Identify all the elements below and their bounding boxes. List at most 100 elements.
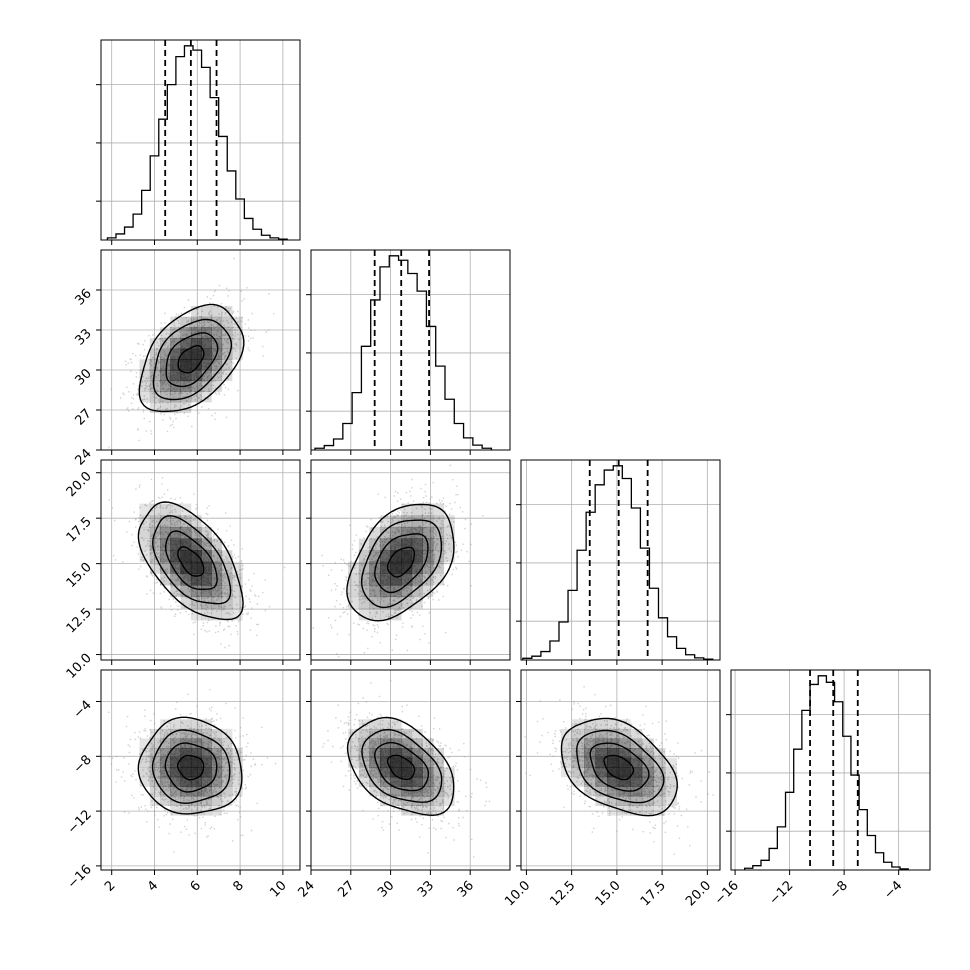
density-cell [201,359,212,371]
panel-frame [100,459,301,661]
density-cell [139,526,151,539]
density-cell [390,538,402,551]
density-cell [201,728,212,739]
density-cell [149,348,161,360]
density-cell [190,728,202,739]
y-tick-label: 27 [73,406,95,428]
density-cell [641,738,654,749]
density-cell [201,796,212,806]
density-cell [190,327,202,339]
density-cell [221,608,233,621]
density-cell [618,719,631,730]
density-cell [584,719,596,730]
y-tick-label: 20.0 [64,469,95,500]
density-cell [358,767,370,778]
density-cell [190,561,202,574]
contour-line [151,729,231,804]
density-cell [584,738,596,749]
density-cell [190,719,202,730]
density-cell [221,316,233,328]
x-tick-label: 6 [188,878,204,894]
density-cell [149,776,161,787]
x-tick-label: 2 [102,878,118,894]
density-panel-content [311,670,510,870]
density-cell [665,796,677,806]
density-cell [422,757,434,768]
density-cell [653,776,666,787]
density-cell [401,748,413,759]
density-cell [201,776,212,787]
density-cell [411,728,423,739]
density-cell [411,805,423,816]
density-cell [190,316,202,328]
density-cell [149,402,161,414]
density-cell [411,796,423,806]
density-cell [190,348,202,360]
density-cell [190,767,202,778]
density-cell [433,776,445,787]
density-cell [149,786,161,797]
density-cell [607,728,620,739]
density-cell [160,550,171,563]
x-tick-label: 10.0 [502,878,533,909]
density-cell [232,776,243,787]
density-cell [607,786,620,797]
x-tick-label: 30 [375,878,397,900]
density-cell [607,776,620,787]
density-cell [149,561,161,574]
density-cell [221,550,233,563]
density-cell [190,391,202,403]
density-cell [369,550,381,563]
density-cell [221,776,233,787]
density-cell [422,561,434,574]
density-cell [641,786,654,797]
density-cell [630,776,643,787]
density-cell [232,585,243,598]
density-cell [232,767,243,778]
density-cell [411,585,423,598]
density-cell [160,370,171,382]
density-cell [190,805,202,816]
density-cell [380,796,391,806]
density-cell [149,757,161,768]
density-panel-content [101,670,300,870]
density-cell [665,767,677,778]
density-cell [160,561,171,574]
density-cell [160,748,171,759]
density-cell [390,786,402,797]
contour-line [589,742,650,792]
density-cell [211,359,223,371]
density-cell [572,767,585,778]
density-cell [211,748,223,759]
density-cell [201,538,212,551]
density-cell [149,338,161,350]
density-cell [411,757,423,768]
density-cell [380,573,391,586]
density-cell [190,515,202,528]
histogram-panel-3 [726,669,931,875]
density-cell [180,338,192,350]
x-tick-label: −12 [766,878,796,908]
density-cell [221,359,233,371]
contour-line [137,501,244,621]
panel-frame [100,39,301,241]
density-cell [170,776,181,787]
density-cell [149,503,161,516]
density-cell [170,380,181,392]
density-cell [180,719,192,730]
y-tick-label: 24 [73,446,95,468]
density-panel-0-3 [96,669,301,875]
density-cell [160,327,171,339]
density-cell [149,391,161,403]
density-cell [211,585,223,598]
x-tick-label: 27 [335,878,357,900]
density-cell [641,757,654,768]
density-cell [380,561,391,574]
density-cell [170,728,181,739]
density-cell [170,561,181,574]
density-cell [160,391,171,403]
density-cell [190,748,202,759]
density-panel-content [311,460,510,660]
density-cell [358,550,370,563]
density-cell [390,767,402,778]
